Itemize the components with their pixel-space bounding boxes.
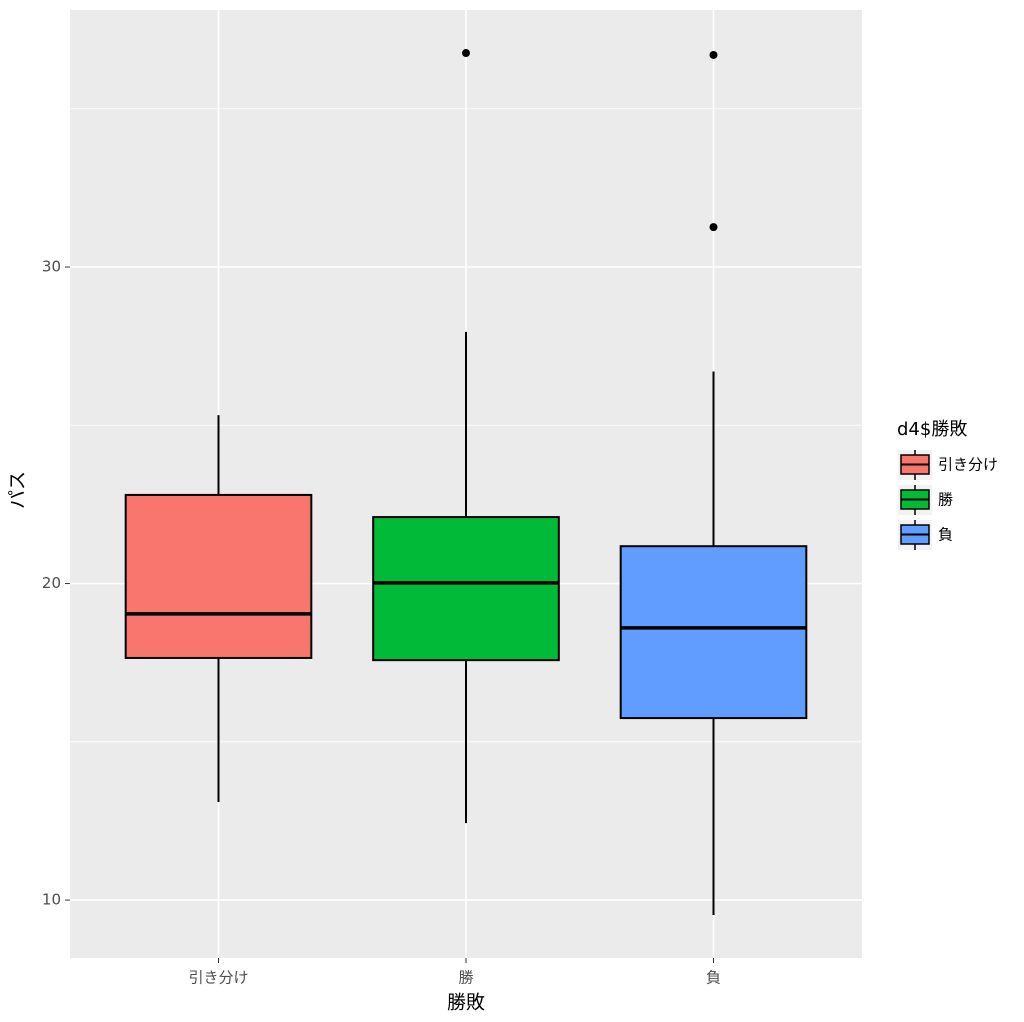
legend-label: 引き分け [938,456,998,474]
box [372,516,560,662]
outlier [462,49,470,58]
outlier [709,223,718,232]
legend-title: d4$勝敗 [897,419,967,440]
y-tick-label: 30 [42,258,61,276]
box [619,545,808,720]
legend-label: 負 [938,526,953,544]
x-axis-label: 勝敗 [447,992,485,1014]
x-tick-label: 引き分け [188,969,248,987]
y-axis-label: パス [7,471,29,509]
legend-label: 勝 [938,491,953,509]
outlier [709,50,718,59]
x-tick-label: 勝 [458,969,473,987]
y-tick-label: 10 [42,891,61,909]
y-tick-label: 20 [42,574,61,592]
box [124,493,313,659]
x-tick-label: 負 [706,969,721,987]
